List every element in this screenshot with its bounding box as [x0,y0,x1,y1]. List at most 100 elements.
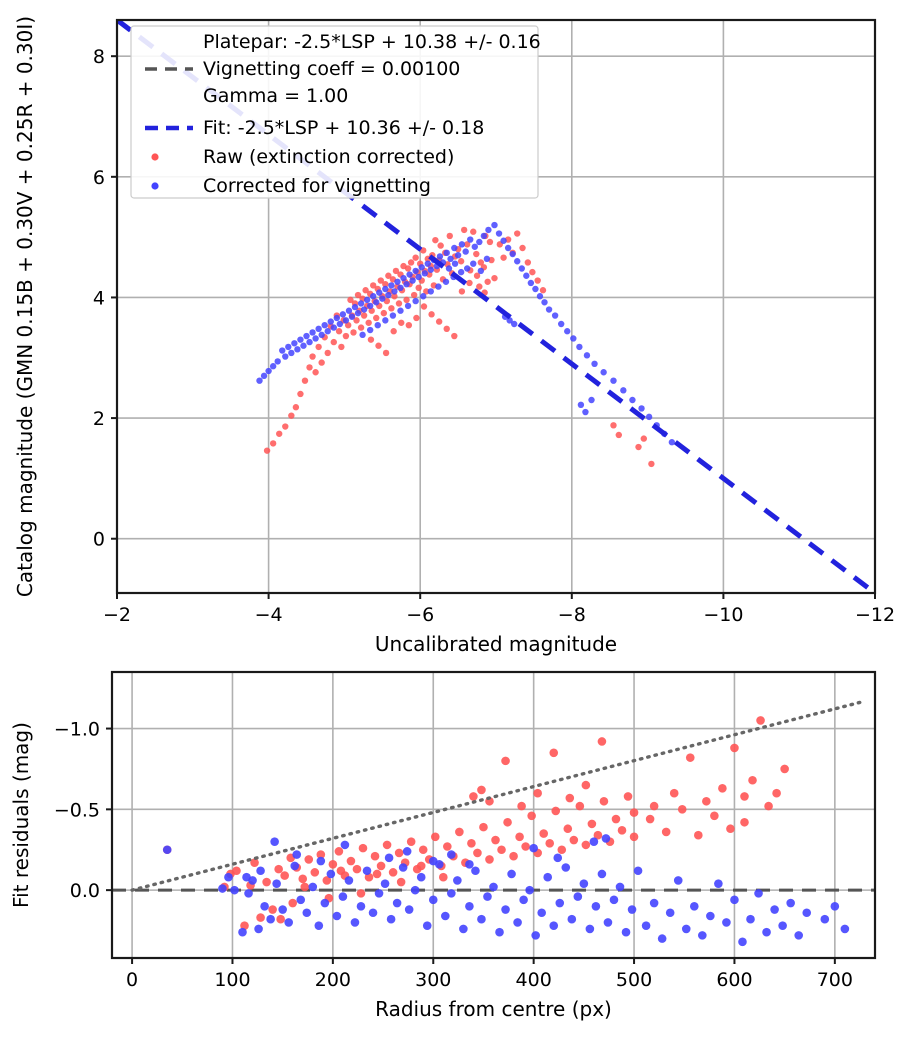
data-point [694,830,703,840]
data-point [276,430,283,437]
data-point [418,845,428,855]
data-point [718,784,727,793]
data-point [374,889,384,898]
data-point [557,845,567,855]
data-point [344,322,352,329]
data-point [382,840,392,850]
series-corrected [256,221,676,446]
data-point [357,300,365,307]
data-point [748,775,757,785]
data-point [391,288,398,295]
data-point [545,838,555,848]
data-point [272,879,281,888]
data-point [641,921,651,930]
data-point [509,250,516,258]
data-point [416,872,426,882]
data-point [403,280,410,288]
data-point [576,343,583,351]
data-point [539,287,547,294]
data-point [480,232,488,240]
data-point [315,343,322,351]
data-point [665,908,675,918]
data-point [382,349,390,357]
data-point [385,291,392,299]
data-point [599,796,609,806]
data-point [549,921,559,930]
x-axis-label: Uncalibrated magnitude [375,632,617,656]
data-point [465,859,474,869]
legend-entry[interactable]: Fit: -2.5*LSP + 10.36 +/- 0.18 [145,117,484,139]
data-point [404,302,412,310]
legend-entry[interactable]: Vignetting coeff = 0.00100 [145,58,460,80]
data-point [326,869,336,879]
data-point [388,282,395,289]
data-point [301,377,309,384]
data-point [260,901,269,911]
data-point [300,342,307,349]
data-point [360,312,368,319]
data-point [368,307,375,314]
data-point [794,931,803,940]
data-point [269,363,277,370]
data-point [373,314,380,322]
data-point [350,918,360,927]
data-point [274,358,281,365]
data-point [382,317,389,324]
data-point [403,296,410,304]
plot-area [112,699,875,947]
ytick-label: −0.5 [54,799,100,821]
data-point [290,861,300,871]
data-point [471,866,480,876]
legend-entry[interactable]: Raw (extinction corrected) [151,146,454,168]
data-point [627,905,637,914]
data-point [746,914,755,924]
xtick-label: 100 [214,969,250,991]
data-point [543,872,553,882]
legend-label: Raw (extinction corrected) [203,146,454,168]
data-point [370,293,377,300]
data-point [377,277,384,284]
data-point [363,296,371,304]
data-point [324,349,331,357]
legend-entry[interactable]: Corrected for vignetting [151,175,431,197]
data-point [564,328,571,335]
data-point [238,927,247,937]
data-point [588,396,595,404]
data-point [458,288,466,295]
data-point [392,267,400,275]
data-point [250,858,259,867]
data-point [617,826,627,835]
data-point [428,856,438,866]
tick-group: −2 −4 −6 −8 −10 −12 0 2 4 6 8 [93,46,895,626]
data-point [351,303,359,311]
data-point [367,336,375,343]
data-point [336,866,346,876]
data-point [681,924,691,934]
legend-entry[interactable]: Gamma = 1.00 [203,85,348,107]
data-point [447,255,454,263]
data-point [321,322,328,329]
data-point [581,780,591,790]
data-point [524,259,532,266]
data-point [591,360,598,367]
legend-blue-dot-swatch [151,182,159,190]
data-point [376,861,386,871]
data-point [786,898,795,908]
legend-entry[interactable]: Platepar: -2.5*LSP + 10.38 +/- 0.16 [203,31,541,53]
data-point [673,876,683,885]
data-point [340,840,350,850]
data-point [406,271,413,278]
data-point [557,320,565,328]
vignetting-trend-line [130,699,867,892]
data-point [730,895,739,905]
data-point [338,343,345,351]
data-point [555,898,565,908]
data-point [162,845,172,855]
data-point [420,293,427,300]
data-point [263,447,271,454]
data-point [314,921,324,930]
data-point [428,895,438,905]
data-point [394,278,401,285]
data-point [519,895,528,905]
